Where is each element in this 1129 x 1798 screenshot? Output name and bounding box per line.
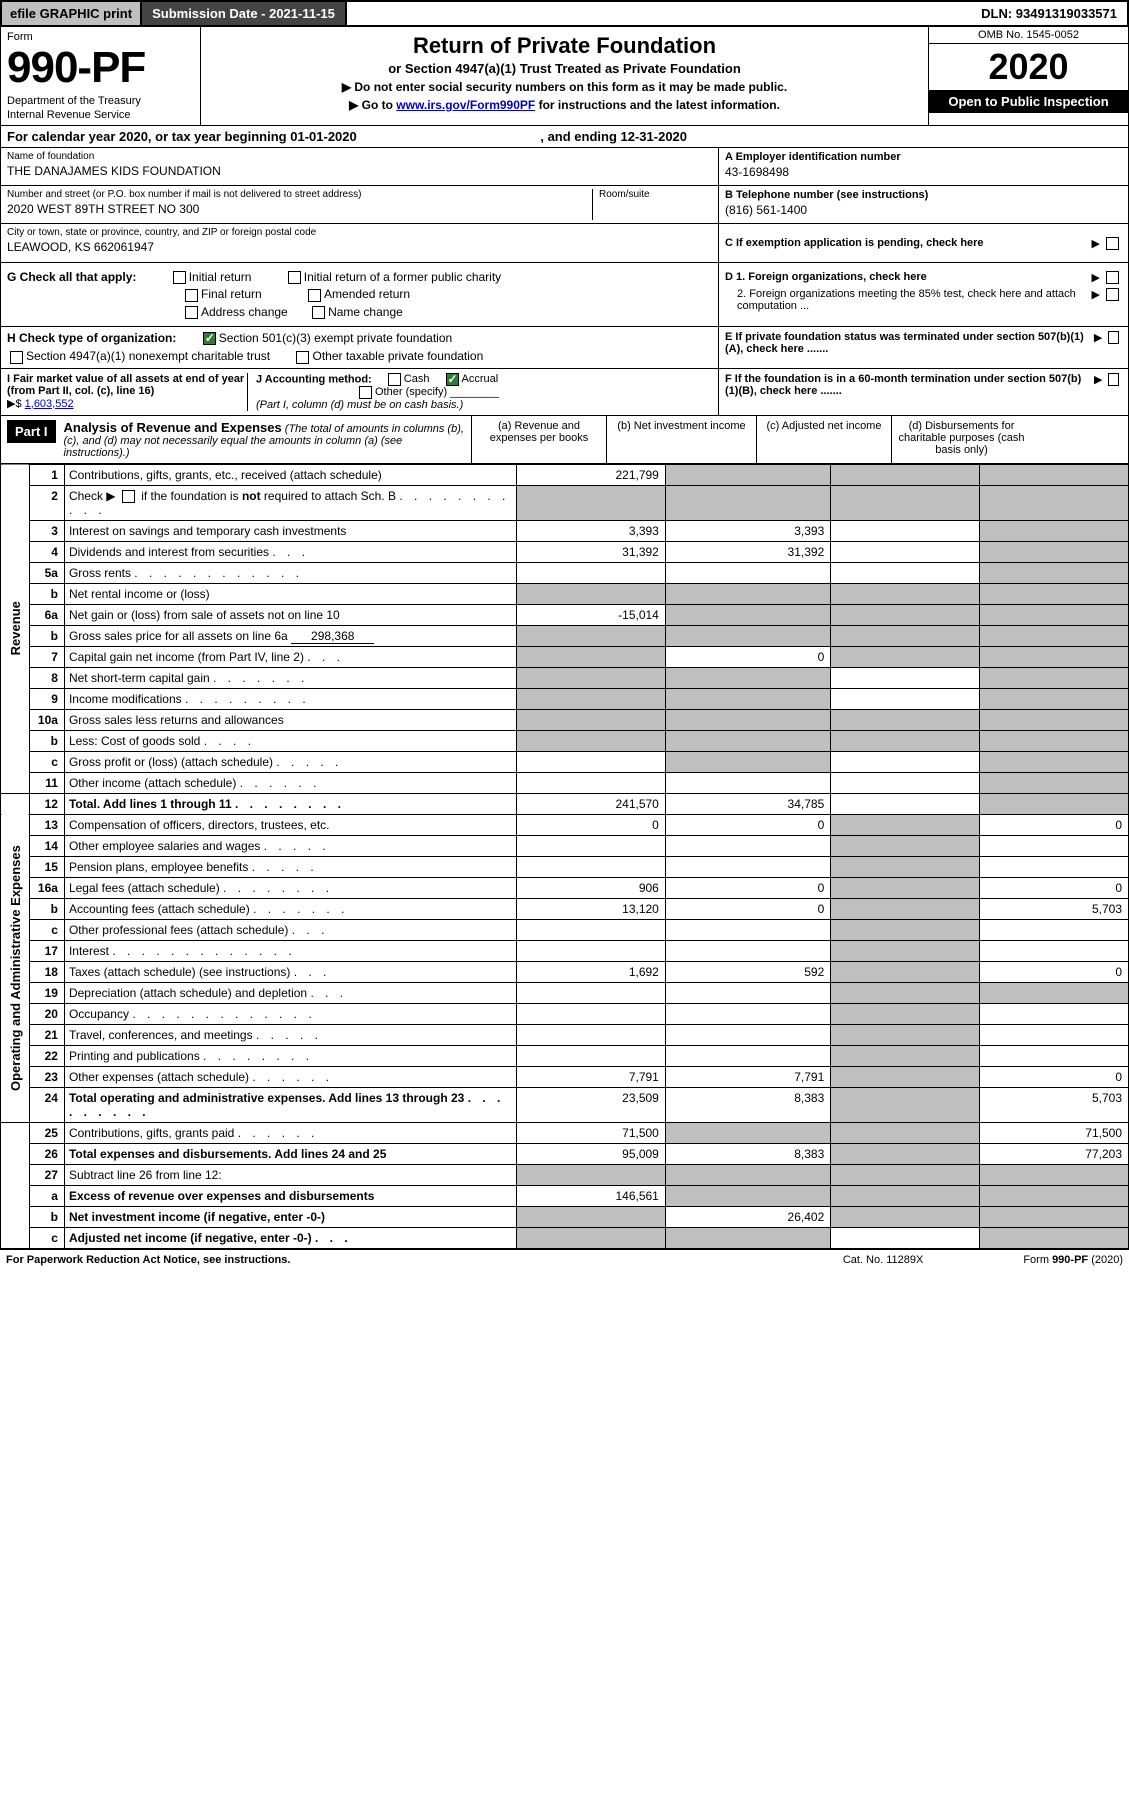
final-return-checkbox[interactable]: [185, 289, 198, 302]
dept-label: Department of the Treasury: [7, 95, 194, 107]
section-h-e: H Check type of organization: Section 50…: [0, 327, 1129, 369]
col-c-header: (c) Adjusted net income: [756, 416, 891, 463]
efile-print-button[interactable]: efile GRAPHIC print: [2, 2, 142, 25]
form-number-box: Form 990-PF Department of the Treasury I…: [1, 27, 201, 125]
terminated-checkbox[interactable]: [1108, 331, 1119, 344]
info-grid: Name of foundation THE DANAJAMES KIDS FO…: [0, 148, 1129, 263]
other-taxable-checkbox[interactable]: [296, 351, 309, 364]
name-change-checkbox[interactable]: [312, 306, 325, 319]
city-cell: City or town, state or province, country…: [1, 224, 718, 262]
other-method-checkbox[interactable]: [359, 386, 372, 399]
form-number: 990-PF: [7, 43, 194, 93]
footer-cat: Cat. No. 11289X: [843, 1254, 924, 1266]
501c3-checkbox[interactable]: [203, 332, 216, 345]
page-footer: For Paperwork Reduction Act Notice, see …: [0, 1249, 1129, 1270]
initial-former-checkbox[interactable]: [288, 271, 301, 284]
dln-label: DLN: 93491319033571: [971, 2, 1127, 25]
fmv-link[interactable]: 1,603,552: [25, 398, 74, 410]
col-b-header: (b) Net investment income: [606, 416, 756, 463]
top-bar: efile GRAPHIC print Submission Date - 20…: [0, 0, 1129, 27]
initial-return-checkbox[interactable]: [173, 271, 186, 284]
accrual-checkbox[interactable]: [446, 373, 459, 386]
part1-header: Part I Analysis of Revenue and Expenses …: [0, 416, 1129, 464]
form-subtitle: or Section 4947(a)(1) Trust Treated as P…: [205, 61, 924, 76]
telephone-cell: B Telephone number (see instructions) (8…: [719, 186, 1128, 224]
form-title: Return of Private Foundation: [205, 33, 924, 59]
4947a1-checkbox[interactable]: [10, 351, 23, 364]
note-ssn: ▶ Do not enter social security numbers o…: [205, 80, 924, 94]
revenue-expense-table: Revenue 1Contributions, gifts, grants, e…: [0, 464, 1129, 1249]
col-d-header: (d) Disbursements for charitable purpose…: [891, 416, 1031, 463]
footer-form: Form 990-PF (2020): [1023, 1254, 1123, 1266]
title-box: Return of Private Foundation or Section …: [201, 27, 928, 125]
schb-checkbox[interactable]: [122, 490, 135, 503]
exemption-cell: C If exemption application is pending, c…: [719, 224, 1128, 262]
form-label: Form: [7, 31, 194, 43]
address-cell: Number and street (or P.O. box number if…: [1, 186, 718, 224]
opex-side-label: Operating and Administrative Expenses: [1, 814, 30, 1122]
foreign-org-checkbox[interactable]: [1106, 271, 1119, 284]
section-i-j-f: I Fair market value of all assets at end…: [0, 369, 1129, 416]
col-a-header: (a) Revenue and expenses per books: [471, 416, 606, 463]
note-link: ▶ Go to www.irs.gov/Form990PF for instru…: [205, 98, 924, 112]
footer-left: For Paperwork Reduction Act Notice, see …: [6, 1254, 290, 1266]
form990pf-link[interactable]: www.irs.gov/Form990PF: [396, 98, 535, 112]
ein-cell: A Employer identification number 43-1698…: [719, 148, 1128, 186]
amended-return-checkbox[interactable]: [308, 289, 321, 302]
foundation-name-cell: Name of foundation THE DANAJAMES KIDS FO…: [1, 148, 718, 186]
year-box: OMB No. 1545-0052 2020 Open to Public In…: [928, 27, 1128, 125]
address-change-checkbox[interactable]: [185, 306, 198, 319]
section-g-d: G Check all that apply: Initial return I…: [0, 263, 1129, 327]
revenue-side-label: Revenue: [1, 464, 30, 793]
open-inspection: Open to Public Inspection: [929, 90, 1128, 113]
submission-date: Submission Date - 2021-11-15: [142, 2, 347, 25]
calendar-year-row: For calendar year 2020, or tax year begi…: [0, 126, 1129, 148]
cash-checkbox[interactable]: [388, 373, 401, 386]
form-header: Form 990-PF Department of the Treasury I…: [0, 27, 1129, 126]
tax-year: 2020: [929, 44, 1128, 90]
irs-label: Internal Revenue Service: [7, 109, 194, 121]
foreign-85-checkbox[interactable]: [1106, 288, 1119, 301]
part1-label: Part I: [7, 420, 56, 443]
omb-number: OMB No. 1545-0052: [929, 27, 1128, 44]
60month-checkbox[interactable]: [1108, 373, 1119, 386]
exemption-checkbox[interactable]: [1106, 237, 1119, 250]
